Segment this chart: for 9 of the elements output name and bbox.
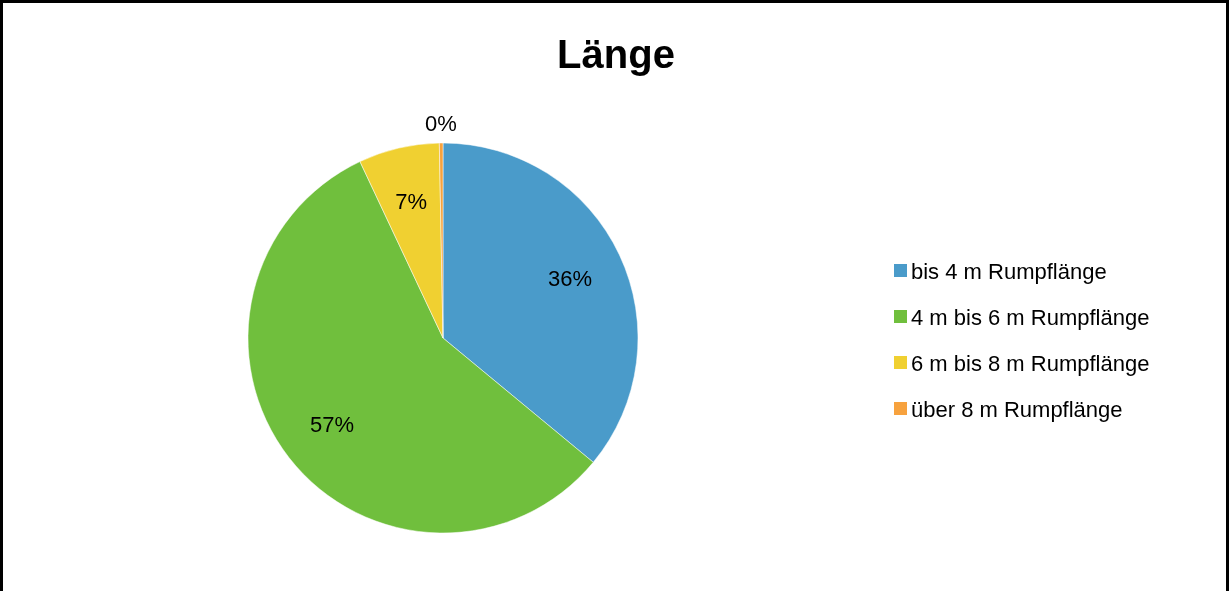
data-label: 0%: [425, 111, 457, 137]
legend-label: über 8 m Rumpflänge: [911, 396, 1123, 422]
data-label: 36%: [548, 265, 593, 291]
chart-title: Länge: [557, 32, 675, 76]
legend-label: 4 m bis 6 m Rumpflänge: [911, 304, 1150, 330]
legend-label: 6 m bis 8 m Rumpflänge: [911, 350, 1150, 376]
legend-label: bis 4 m Rumpflänge: [911, 258, 1107, 284]
data-label: 7%: [395, 188, 427, 214]
data-label: 57%: [310, 411, 355, 437]
